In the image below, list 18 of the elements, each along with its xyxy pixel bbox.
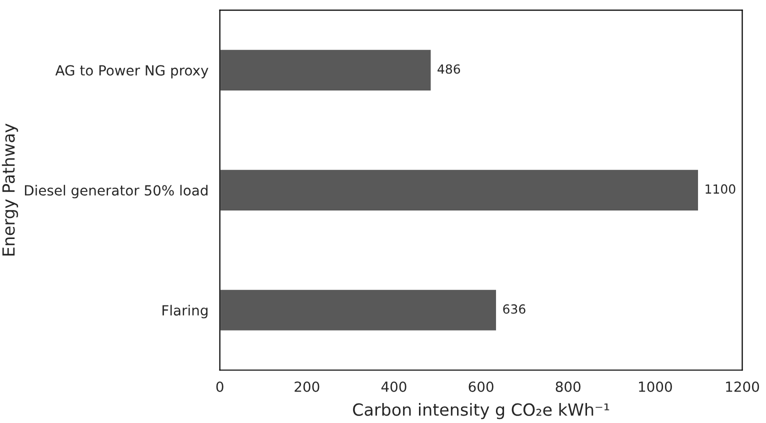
- x-tick-label: 0: [216, 381, 224, 392]
- y-tick-label: Diesel generator 50% load: [24, 184, 208, 198]
- x-tick-label: 600: [468, 381, 494, 392]
- x-tick-label: 1000: [639, 381, 672, 392]
- x-tick-label: 200: [294, 381, 320, 392]
- x-axis-title: Carbon intensity g CO₂e kWh⁻¹: [353, 403, 610, 420]
- data-label: 486: [438, 64, 460, 74]
- x-tick-label: 400: [381, 381, 406, 392]
- bar: [220, 48, 432, 92]
- bar: [220, 288, 498, 332]
- data-label: 636: [503, 304, 526, 314]
- y-tick-label: Flaring: [162, 304, 208, 318]
- y-axis-title: Energy Pathway: [2, 124, 18, 256]
- x-tick-label: 1200: [726, 381, 760, 392]
- bar: [220, 168, 700, 212]
- data-label: 1100: [706, 184, 736, 194]
- y-tick-label: AG to Power NG proxy: [55, 65, 208, 78]
- x-tick-label: 800: [556, 381, 580, 392]
